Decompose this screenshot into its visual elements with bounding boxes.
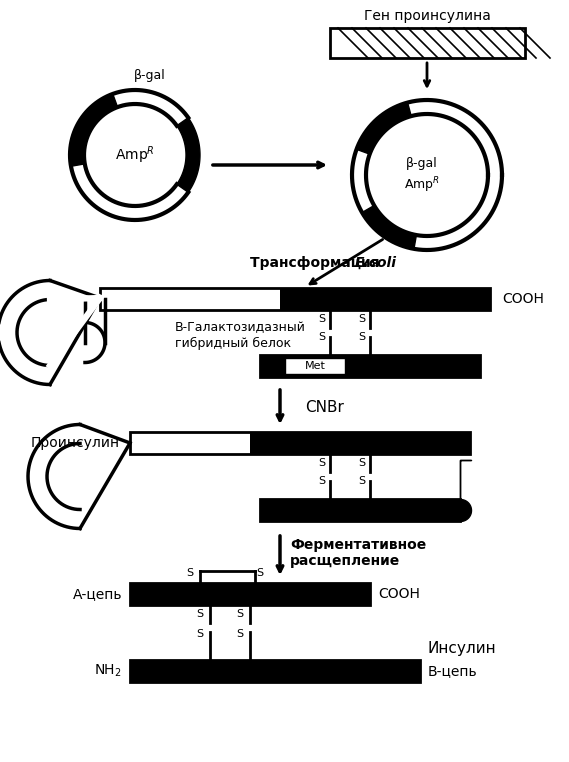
- Text: S: S: [319, 332, 325, 342]
- Polygon shape: [362, 206, 417, 249]
- Text: Amp$^R$: Amp$^R$: [115, 144, 155, 166]
- Polygon shape: [177, 117, 200, 192]
- Text: Amp$^R$: Amp$^R$: [404, 175, 440, 195]
- Text: COOH: COOH: [502, 292, 544, 306]
- FancyBboxPatch shape: [260, 499, 460, 521]
- Text: S: S: [196, 609, 204, 619]
- Text: S: S: [319, 458, 325, 468]
- Text: расщепление: расщепление: [290, 554, 400, 568]
- Text: S: S: [237, 629, 244, 639]
- Polygon shape: [438, 117, 502, 249]
- Text: Трансформация: Трансформация: [250, 256, 385, 270]
- Text: S: S: [358, 458, 365, 468]
- FancyBboxPatch shape: [285, 358, 345, 374]
- Text: S: S: [187, 568, 193, 578]
- Text: В-Галактозидазный: В-Галактозидазный: [175, 322, 306, 335]
- FancyBboxPatch shape: [130, 660, 420, 682]
- Text: гибридный белок: гибридный белок: [175, 337, 291, 350]
- Text: Проинсулин: Проинсулин: [31, 436, 120, 450]
- FancyBboxPatch shape: [100, 288, 280, 310]
- Text: S: S: [257, 568, 263, 578]
- Text: Инсулин: Инсулин: [428, 641, 497, 655]
- Text: В-цепь: В-цепь: [428, 664, 477, 678]
- Text: А-цепь: А-цепь: [72, 587, 122, 601]
- Text: E.coli: E.coli: [355, 256, 397, 270]
- FancyBboxPatch shape: [130, 583, 370, 605]
- FancyBboxPatch shape: [130, 432, 250, 454]
- Polygon shape: [70, 94, 118, 166]
- Text: S: S: [319, 476, 325, 486]
- FancyBboxPatch shape: [250, 432, 470, 454]
- Text: NH$_2$: NH$_2$: [94, 663, 122, 679]
- Text: β-gal: β-gal: [134, 69, 166, 82]
- Text: CNBr: CNBr: [305, 399, 344, 415]
- Text: Met: Met: [304, 361, 325, 371]
- FancyBboxPatch shape: [260, 355, 480, 377]
- Text: COOH: COOH: [378, 587, 420, 601]
- FancyBboxPatch shape: [330, 28, 525, 58]
- Text: S: S: [319, 314, 325, 324]
- Text: Ген проинсулина: Ген проинсулина: [364, 9, 491, 23]
- Text: S: S: [196, 629, 204, 639]
- Text: S: S: [358, 314, 365, 324]
- Text: S: S: [358, 332, 365, 342]
- Text: S: S: [237, 609, 244, 619]
- Polygon shape: [357, 103, 411, 154]
- Text: S: S: [358, 476, 365, 486]
- Text: β-gal: β-gal: [406, 156, 438, 169]
- FancyBboxPatch shape: [280, 288, 490, 310]
- Text: Ферментативное: Ферментативное: [290, 538, 426, 552]
